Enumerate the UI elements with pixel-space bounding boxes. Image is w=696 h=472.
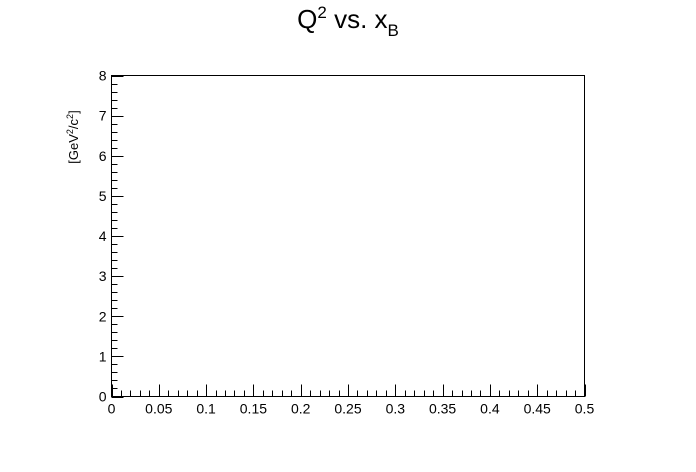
y-axis-title-sup2: 2: [65, 114, 75, 119]
x-tick-label: 0.25: [334, 401, 361, 417]
y-tick-label: 4: [99, 228, 107, 244]
y-axis: 0 1 2 3 4 5 6 7 8: [99, 68, 124, 405]
y-axis-title-p3: ]: [66, 110, 81, 114]
x-tick-label: 0.4: [480, 401, 500, 417]
x-tick-label: 0.2: [291, 401, 311, 417]
x-tick-label: 0.5: [575, 401, 595, 417]
chart-title: Q2 vs. xB: [297, 3, 399, 40]
y-tick-label: 8: [99, 68, 107, 84]
x-tick-label: 0.45: [524, 401, 551, 417]
y-tick-label: 6: [99, 148, 107, 164]
chart-title-base: Q: [297, 4, 317, 34]
y-axis-title: [GeV2/c2]: [65, 110, 81, 163]
x-tick-label: 0: [108, 401, 116, 417]
x-tick-label: 0.05: [145, 401, 172, 417]
y-tick-label: 7: [99, 108, 107, 124]
plot-frame: [111, 75, 585, 397]
y-tick-label: 3: [99, 268, 107, 284]
y-axis-title-p2: /c: [66, 118, 81, 129]
x-axis: 0 0.05 0.1 0.15 0.2 0.25 0.3 0.35 0.4 0.45 0.5: [108, 384, 595, 417]
x-tick-label: 0.1: [196, 401, 216, 417]
chart-title-middle: vs. x: [327, 4, 388, 34]
x-tick-label: 0.15: [240, 401, 267, 417]
y-tick-label: 1: [99, 348, 107, 364]
x-tick-label: 0.35: [429, 401, 456, 417]
x-tick-label: 0.3: [386, 401, 406, 417]
y-tick-label: 2: [99, 308, 107, 324]
y-tick-label: 0: [99, 389, 107, 405]
y-axis-title-sup1: 2: [65, 129, 75, 134]
y-tick-label: 5: [99, 188, 107, 204]
chart-title-sub: B: [388, 21, 399, 40]
y-axis-title-p1: [GeV: [66, 134, 81, 164]
chart-title-sup: 2: [317, 3, 326, 22]
